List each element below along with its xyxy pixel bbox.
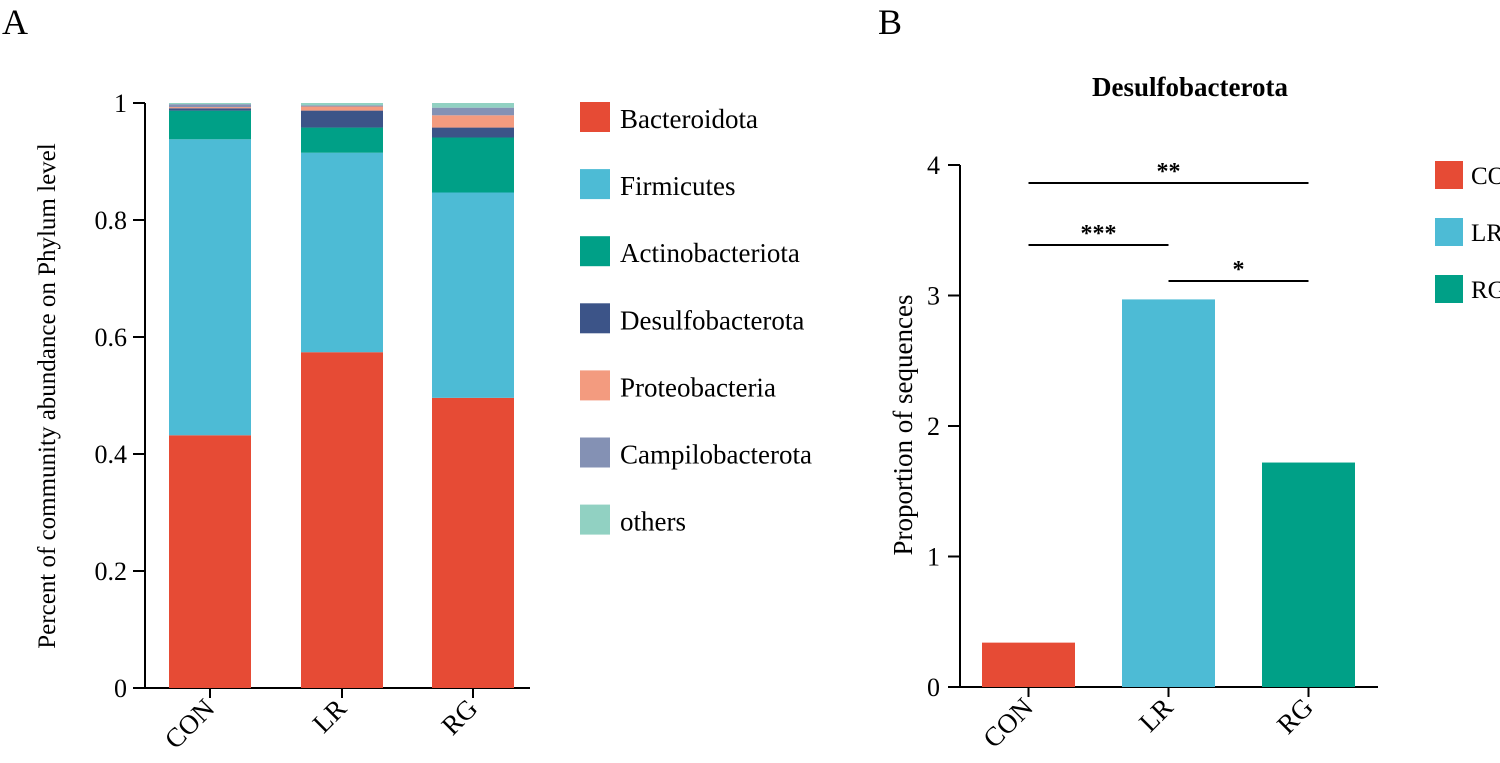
panel-a-y-axis-label: Percent of community abundance on Phylum…	[34, 143, 61, 648]
legend-swatch	[580, 437, 610, 468]
legend-label: Bacteroidota	[620, 104, 758, 134]
bar-segment-campilobacterota-con	[169, 104, 251, 108]
legend-label: others	[620, 507, 686, 537]
bar-segment-proteobacteria-con	[169, 107, 251, 109]
significance-label: ***	[1081, 221, 1117, 247]
y-tick-label: 1	[114, 89, 127, 118]
legend-swatch	[580, 303, 610, 334]
bar-lr	[1122, 299, 1215, 687]
legend-swatch	[1435, 161, 1463, 189]
bar-segment-others-rg	[432, 103, 514, 108]
legend-label: RG	[1471, 277, 1500, 304]
bar-segment-firmicutes-con	[169, 139, 251, 436]
x-tick-label: LR	[1133, 692, 1179, 738]
y-tick-label: 0.2	[95, 557, 128, 586]
legend-label: LR	[1471, 220, 1500, 247]
y-tick-label: 1	[927, 543, 940, 572]
x-tick-label: CON	[977, 692, 1039, 754]
significance-label: *	[1233, 257, 1245, 283]
x-tick-label: CON	[159, 693, 221, 755]
legend-swatch	[580, 504, 610, 535]
bar-segment-actinobacteriota-rg	[432, 137, 514, 193]
bar-segment-bacteroidota-con	[169, 435, 251, 688]
legend-swatch	[1435, 218, 1463, 246]
legend-swatch	[580, 370, 610, 401]
significance-label: **	[1157, 159, 1181, 185]
legend-label: Firmicutes	[620, 171, 736, 201]
y-tick-label: 0.4	[95, 440, 128, 469]
bar-segment-desulfobacterota-con	[169, 108, 251, 111]
bar-segment-bacteroidota-lr	[301, 352, 383, 688]
bar-segment-firmicutes-lr	[301, 152, 383, 353]
legend-swatch	[1435, 275, 1463, 303]
bar-segment-bacteroidota-rg	[432, 397, 514, 688]
bar-segment-proteobacteria-rg	[432, 115, 514, 128]
legend-swatch	[580, 169, 610, 200]
bar-con	[982, 642, 1075, 687]
bar-segment-others-con	[169, 103, 251, 105]
panel-a-label: A	[2, 2, 28, 42]
legend-swatch	[580, 102, 610, 132]
legend-label: CON	[1471, 163, 1500, 190]
y-tick-label: 0	[927, 673, 940, 702]
legend-label: Campilobacterota	[620, 440, 812, 470]
bar-segment-firmicutes-rg	[432, 192, 514, 398]
bar-segment-desulfobacterota-lr	[301, 110, 383, 128]
panel-b-y-axis-label: Proportion of sequences	[888, 295, 918, 556]
y-tick-label: 0.8	[95, 206, 128, 235]
legend-label: Desulfobacterota	[620, 305, 804, 335]
legend-label: Actinobacteriota	[620, 238, 800, 268]
bar-segment-proteobacteria-lr	[301, 106, 383, 111]
bar-segment-actinobacteriota-lr	[301, 127, 383, 153]
panel-b-label: B	[878, 2, 902, 42]
bar-segment-campilobacterota-lr	[301, 105, 383, 107]
x-tick-label: RG	[436, 693, 484, 741]
legend-swatch	[580, 236, 610, 267]
bar-segment-campilobacterota-rg	[432, 107, 514, 116]
y-tick-label: 2	[927, 412, 940, 441]
bar-segment-desulfobacterota-rg	[432, 127, 514, 138]
legend-label: Proteobacteria	[620, 372, 776, 402]
x-tick-label: RG	[1271, 692, 1319, 740]
panel-b-title: Desulfobacterota	[1092, 72, 1288, 102]
x-tick-label: LR	[307, 693, 353, 739]
y-tick-label: 0.6	[95, 323, 128, 352]
bar-rg	[1262, 462, 1355, 687]
bar-segment-others-lr	[301, 103, 383, 106]
y-tick-label: 3	[927, 282, 940, 311]
y-tick-label: 4	[927, 151, 940, 180]
bar-segment-actinobacteriota-con	[169, 110, 251, 140]
y-tick-label: 0	[114, 674, 127, 703]
